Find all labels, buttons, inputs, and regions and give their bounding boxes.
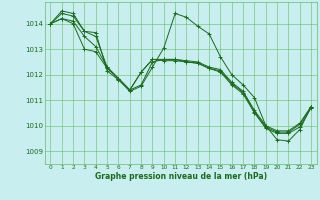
X-axis label: Graphe pression niveau de la mer (hPa): Graphe pression niveau de la mer (hPa) [95, 172, 267, 181]
